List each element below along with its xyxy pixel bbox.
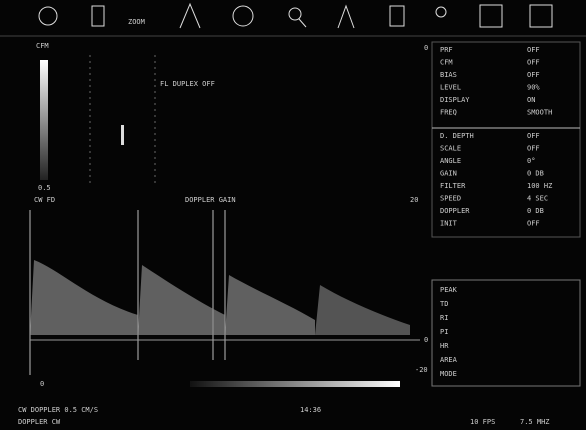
setting-label: INIT xyxy=(440,220,458,228)
status-line2: DOPPLER CW xyxy=(18,418,61,426)
settings-scale: 0 xyxy=(424,44,428,52)
setting-value: SMOOTH xyxy=(527,109,552,117)
setting-value: 0 DB xyxy=(527,170,544,178)
setting-value: 90% xyxy=(527,84,540,92)
setting-label: FILTER xyxy=(440,182,466,190)
setting-value: OFF xyxy=(527,145,540,153)
setting-label: DOPPLER xyxy=(440,207,470,215)
setting-label: FREQ xyxy=(440,109,457,117)
setting-value: 100 HZ xyxy=(527,182,552,190)
setting-label: SCALE xyxy=(440,145,461,153)
status-time: 14:36 xyxy=(300,406,321,414)
measure-label: RI xyxy=(440,314,448,322)
ultrasound-screen: ZOOM CFM FL DUPLEX OFF 0.5 CW FD DOPPLER… xyxy=(0,0,586,430)
sample-gate xyxy=(121,125,124,145)
footer-mid: DOPPLER GAIN xyxy=(185,196,236,204)
status-freq: 7.5 MHZ xyxy=(520,418,550,426)
setting-label: D. DEPTH xyxy=(440,132,474,140)
setting-label: LEVEL xyxy=(440,84,461,92)
setting-label: BIAS xyxy=(440,71,457,79)
setting-value: 0° xyxy=(527,157,535,165)
footer-left: CW FD xyxy=(34,196,55,204)
scale-mid: 0 xyxy=(424,336,428,344)
scale-left: 0 xyxy=(40,380,44,388)
measure-label: TD xyxy=(440,300,448,308)
scale-bottom: -20 xyxy=(415,366,428,374)
setting-value: OFF xyxy=(527,59,540,67)
setting-label: PRF xyxy=(440,46,453,54)
setting-value: 4 SEC xyxy=(527,195,548,203)
measure-label: HR xyxy=(440,342,449,350)
setting-value: OFF xyxy=(527,71,540,79)
measure-label: PEAK xyxy=(440,286,458,294)
mode-text: FL DUPLEX OFF xyxy=(160,80,215,88)
gray-scale-bar xyxy=(40,60,48,180)
setting-label: DISPLAY xyxy=(440,96,470,104)
setting-value: OFF xyxy=(527,132,540,140)
setting-value: ON xyxy=(527,96,535,104)
setting-value: 0 DB xyxy=(527,207,544,215)
setting-label: GAIN xyxy=(440,170,457,178)
measure-label: PI xyxy=(440,328,448,336)
background xyxy=(0,0,586,430)
measure-label: AREA xyxy=(440,356,458,364)
setting-value: OFF xyxy=(527,46,540,54)
scale-top: 20 xyxy=(410,196,418,204)
zoom-label: ZOOM xyxy=(128,18,145,26)
status-fps: 10 FPS xyxy=(470,418,495,426)
setting-label: CFM xyxy=(440,59,453,67)
setting-label: ANGLE xyxy=(440,157,461,165)
setting-label: SPEED xyxy=(440,195,461,203)
depth-label: 0.5 xyxy=(38,184,51,192)
panel-header: CFM xyxy=(36,42,49,50)
color-bar xyxy=(190,381,400,387)
status-line1: CW DOPPLER 0.5 CM/S xyxy=(18,406,98,414)
setting-value: OFF xyxy=(527,220,540,228)
page: ZOOM CFM FL DUPLEX OFF 0.5 CW FD DOPPLER… xyxy=(0,0,586,430)
measure-label: MODE xyxy=(440,370,457,378)
